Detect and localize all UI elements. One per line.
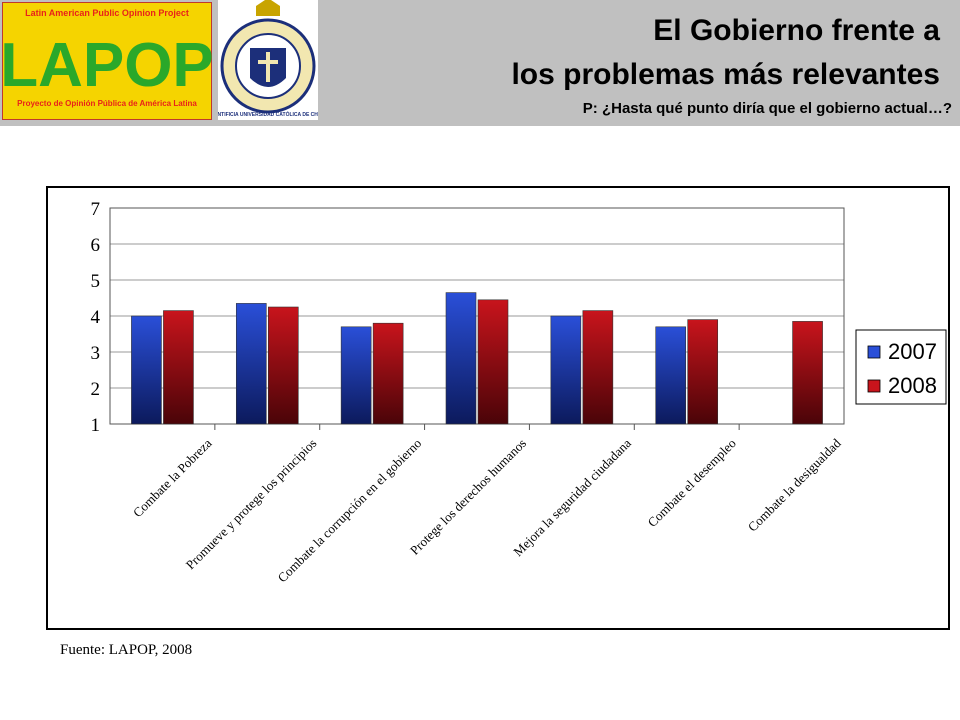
page-subtitle: P: ¿Hasta qué punto diría que el gobiern…	[582, 100, 952, 117]
y-tick-label: 5	[91, 271, 101, 292]
bar-2008-6	[687, 319, 719, 425]
legend-label-2007: 2007	[888, 339, 937, 364]
lapop-logo: Latin American Public Opinion Project LA…	[2, 2, 212, 120]
x-tick-label: Combate la Pobreza	[130, 435, 215, 520]
bar-2008-3	[372, 322, 404, 425]
y-tick-label: 2	[91, 379, 101, 400]
logo-bottom-text: Proyecto de Opinión Pública de América L…	[17, 99, 197, 108]
bar-2007-3	[340, 326, 372, 425]
bar-2008-5	[582, 310, 614, 425]
legend-swatch-2008	[867, 379, 881, 393]
y-tick-label: 7	[91, 199, 101, 220]
y-tick-label: 3	[91, 343, 101, 364]
y-tick-label: 1	[91, 415, 101, 436]
bar-2008-4	[477, 299, 509, 425]
legend-label-2008: 2008	[888, 373, 937, 398]
bar-2008-2	[267, 306, 299, 425]
bar-2007-2	[235, 303, 267, 425]
bar-2007-4	[445, 292, 477, 425]
page-title-line1: El Gobierno frente a	[653, 14, 940, 47]
bar-2008-1	[163, 310, 194, 425]
chart-frame: 1 2 3 4 5 6 7 Combate la Pobreza Promueve y prot…	[46, 186, 950, 630]
logo-main-text: LAPOP	[2, 31, 212, 100]
page-title-line2: los problemas más relevantes	[511, 58, 940, 91]
x-tick-label: Mejora la seguridad ciudadana	[510, 435, 634, 559]
uc-seal-logo: PONTIFICIA UNIVERSIDAD CATÓLICA DE CHILE	[218, 0, 318, 120]
x-tick-label: Combate el desempleo	[644, 436, 738, 530]
y-tick-label: 4	[91, 307, 101, 328]
bar-2007-1	[131, 315, 162, 425]
legend-swatch-2007	[867, 345, 881, 359]
header-banner: Latin American Public Opinion Project LA…	[0, 0, 960, 126]
y-tick-label: 6	[91, 235, 101, 256]
seal-text: PONTIFICIA UNIVERSIDAD CATÓLICA DE CHILE	[218, 110, 318, 118]
bar-2008-7	[792, 321, 823, 425]
plot-area	[109, 207, 845, 425]
x-tick-label: Combate la desigualdad	[745, 435, 844, 534]
x-tick-label: Protege los derechos humanos	[407, 436, 529, 558]
bar-2007-5	[550, 315, 582, 425]
logo-top-text: Latin American Public Opinion Project	[25, 8, 189, 18]
bar-2007-6	[655, 326, 687, 425]
source-note: Fuente: LAPOP, 2008	[60, 642, 193, 658]
